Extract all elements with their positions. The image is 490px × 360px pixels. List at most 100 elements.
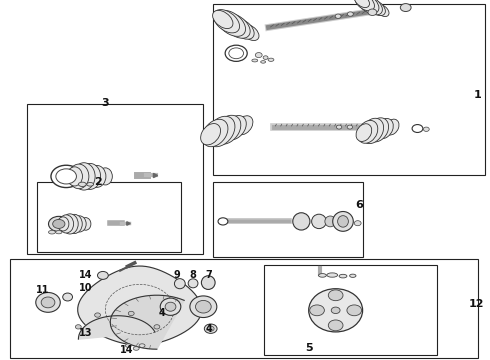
Bar	[37, 182, 181, 252]
Text: 14: 14	[79, 270, 93, 280]
Ellipse shape	[310, 305, 324, 316]
Ellipse shape	[67, 214, 82, 234]
Ellipse shape	[400, 4, 411, 12]
Text: 6: 6	[356, 200, 364, 210]
Ellipse shape	[133, 347, 139, 350]
Ellipse shape	[59, 215, 74, 233]
Ellipse shape	[49, 216, 69, 231]
Ellipse shape	[222, 14, 250, 38]
Ellipse shape	[214, 10, 240, 33]
Ellipse shape	[349, 274, 356, 277]
Ellipse shape	[231, 18, 254, 39]
Ellipse shape	[268, 58, 274, 61]
Ellipse shape	[223, 116, 246, 140]
Text: 10: 10	[79, 283, 93, 293]
Bar	[213, 182, 363, 257]
Ellipse shape	[225, 45, 247, 62]
Polygon shape	[110, 295, 184, 349]
Ellipse shape	[318, 274, 326, 277]
Ellipse shape	[67, 167, 82, 186]
Ellipse shape	[354, 0, 369, 8]
Ellipse shape	[328, 290, 343, 301]
Ellipse shape	[204, 324, 217, 333]
Ellipse shape	[263, 56, 268, 59]
Ellipse shape	[356, 124, 372, 141]
Ellipse shape	[336, 125, 342, 129]
Ellipse shape	[190, 296, 217, 318]
Bar	[264, 265, 437, 355]
Bar	[213, 4, 485, 175]
Ellipse shape	[98, 271, 108, 279]
Ellipse shape	[128, 311, 134, 316]
Ellipse shape	[201, 276, 215, 289]
Text: 9: 9	[173, 270, 180, 280]
Ellipse shape	[412, 125, 423, 132]
Ellipse shape	[62, 214, 78, 234]
Ellipse shape	[202, 119, 228, 147]
Ellipse shape	[368, 9, 377, 15]
Ellipse shape	[327, 273, 338, 277]
Ellipse shape	[88, 166, 106, 187]
Ellipse shape	[53, 219, 65, 228]
Ellipse shape	[41, 297, 55, 308]
Ellipse shape	[354, 221, 361, 226]
Ellipse shape	[333, 211, 353, 231]
Ellipse shape	[385, 119, 399, 135]
Ellipse shape	[312, 214, 326, 229]
Ellipse shape	[347, 12, 353, 16]
Ellipse shape	[355, 0, 374, 11]
Ellipse shape	[79, 163, 100, 189]
Ellipse shape	[154, 325, 160, 329]
Ellipse shape	[335, 14, 341, 18]
Ellipse shape	[217, 10, 245, 36]
Ellipse shape	[125, 344, 131, 347]
Text: 3: 3	[101, 98, 109, 108]
Text: 14: 14	[120, 345, 133, 355]
Text: 5: 5	[305, 343, 313, 354]
Ellipse shape	[160, 298, 181, 315]
Bar	[10, 259, 478, 358]
Text: 12: 12	[468, 299, 484, 309]
Ellipse shape	[80, 217, 91, 230]
Ellipse shape	[368, 0, 385, 15]
Ellipse shape	[361, 118, 384, 144]
Polygon shape	[78, 316, 155, 339]
Ellipse shape	[331, 307, 340, 314]
Ellipse shape	[241, 24, 259, 41]
Ellipse shape	[98, 168, 112, 185]
Ellipse shape	[358, 121, 378, 143]
Ellipse shape	[347, 125, 352, 129]
Ellipse shape	[206, 116, 235, 147]
Ellipse shape	[95, 313, 100, 317]
Ellipse shape	[328, 320, 343, 331]
Text: 1: 1	[473, 90, 481, 100]
Bar	[27, 104, 203, 254]
Ellipse shape	[200, 123, 220, 145]
Text: 2: 2	[94, 177, 102, 187]
Text: 13: 13	[79, 328, 93, 338]
Ellipse shape	[339, 274, 347, 278]
Ellipse shape	[235, 116, 253, 135]
Ellipse shape	[207, 326, 214, 331]
Ellipse shape	[309, 289, 363, 332]
Ellipse shape	[375, 118, 393, 139]
Polygon shape	[78, 266, 202, 345]
Ellipse shape	[73, 163, 95, 190]
Ellipse shape	[57, 217, 69, 231]
Ellipse shape	[375, 4, 389, 17]
Ellipse shape	[229, 48, 244, 59]
Ellipse shape	[49, 230, 55, 234]
Ellipse shape	[55, 231, 62, 234]
Ellipse shape	[78, 182, 86, 186]
Ellipse shape	[368, 118, 389, 142]
Ellipse shape	[423, 127, 429, 131]
Ellipse shape	[362, 0, 382, 15]
Ellipse shape	[188, 279, 198, 288]
Ellipse shape	[139, 344, 145, 347]
Ellipse shape	[252, 59, 258, 62]
Ellipse shape	[165, 302, 176, 311]
Ellipse shape	[56, 169, 76, 184]
Ellipse shape	[87, 183, 94, 186]
Ellipse shape	[325, 216, 336, 227]
Ellipse shape	[63, 293, 73, 301]
